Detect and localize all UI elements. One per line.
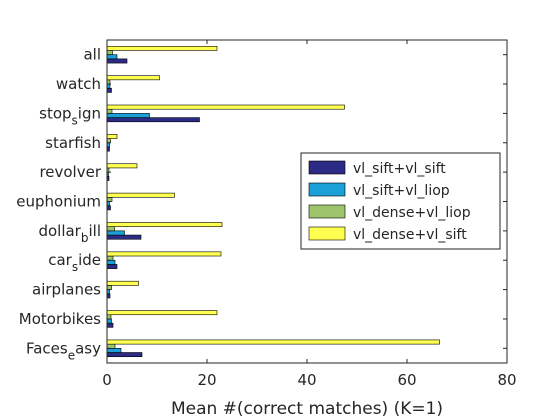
y-category-label: Faceseasy [26, 339, 101, 362]
x-tick-label: 20 [197, 371, 216, 389]
legend-swatch [309, 161, 345, 174]
bar-motorbikes-vl-dense-vl-liop [107, 315, 111, 319]
bar-revolver-vl-dense-vl-sift [107, 164, 137, 168]
y-category-label: starfish [45, 134, 101, 152]
bar-all-vl-dense-vl-sift [107, 46, 217, 50]
legend-swatch [309, 183, 345, 196]
bar-dollarbill-vl-sift-vl-liop [107, 231, 125, 235]
bar-dollarbill-vl-dense-vl-liop [107, 227, 115, 231]
legend-entry: vl_dense+vl_sift [353, 227, 467, 243]
legend-entry: vl_dense+vl_liop [353, 205, 471, 221]
bar-faceseasy-vl-sift-vl-liop [107, 348, 121, 352]
legend-swatch [309, 205, 345, 218]
x-tick-label: 80 [497, 371, 516, 389]
bar-starfish-vl-dense-vl-sift [107, 134, 117, 138]
x-tick-label: 0 [102, 371, 112, 389]
bar-stopsign-vl-dense-vl-liop [107, 109, 112, 113]
bar-watch-vl-dense-vl-sift [107, 76, 160, 80]
bar-dollarbill-vl-sift-vl-sift [107, 235, 141, 239]
bar-motorbikes-vl-sift-vl-liop [107, 319, 112, 323]
bar-stopsign-vl-dense-vl-sift [107, 105, 345, 109]
legend-swatch [309, 227, 345, 240]
x-axis-label: Mean #(correct matches) (K=1) [171, 399, 443, 419]
bar-all-vl-dense-vl-liop [107, 50, 113, 54]
bar-motorbikes-vl-sift-vl-sift [107, 323, 113, 327]
legend-entry: vl_sift+vl_sift [353, 161, 446, 177]
y-category-label: revolver [39, 163, 101, 181]
y-category-label: watch [56, 75, 101, 93]
bar-carside-vl-sift-vl-sift [107, 264, 117, 268]
bar-euphonium-vl-dense-vl-sift [107, 193, 175, 197]
bar-airplanes-vl-dense-vl-sift [107, 281, 139, 285]
bar-starfish-vl-dense-vl-liop [107, 139, 111, 143]
bar-carside-vl-dense-vl-liop [107, 256, 113, 260]
y-category-label: all [83, 46, 101, 64]
y-category-label: stopsign [39, 104, 101, 127]
bar-stopsign-vl-sift-vl-sift [107, 118, 200, 122]
bar-faceseasy-vl-dense-vl-sift [107, 340, 440, 344]
y-category-label: euphonium [16, 193, 101, 211]
bar-motorbikes-vl-dense-vl-sift [107, 311, 217, 315]
bar-all-vl-sift-vl-sift [107, 59, 127, 63]
y-category-label: dollarbill [38, 222, 101, 245]
bar-carside-vl-sift-vl-liop [107, 260, 115, 264]
bar-faceseasy-vl-dense-vl-liop [107, 344, 115, 348]
bar-all-vl-sift-vl-liop [107, 55, 117, 59]
y-category-label: carside [48, 251, 101, 274]
bar-airplanes-vl-dense-vl-liop [107, 285, 112, 289]
legend: vl_sift+vl_sift vl_sift+vl_liop vl_dense+v… [301, 153, 500, 249]
bar-stopsign-vl-sift-vl-liop [107, 113, 150, 117]
y-category-label: Motorbikes [19, 310, 101, 328]
bar-euphonium-vl-sift-vl-sift [107, 206, 111, 210]
x-tick-label: 40 [297, 371, 316, 389]
y-category-label: airplanes [32, 281, 101, 299]
legend-entry: vl_sift+vl_liop [353, 183, 450, 199]
bar-carside-vl-dense-vl-sift [107, 252, 221, 256]
bar-dollarbill-vl-dense-vl-sift [107, 222, 222, 226]
bar-faceseasy-vl-sift-vl-sift [107, 353, 142, 357]
bar-euphonium-vl-dense-vl-liop [107, 197, 112, 201]
bar-watch-vl-sift-vl-sift [107, 88, 112, 92]
x-tick-label: 60 [397, 371, 416, 389]
